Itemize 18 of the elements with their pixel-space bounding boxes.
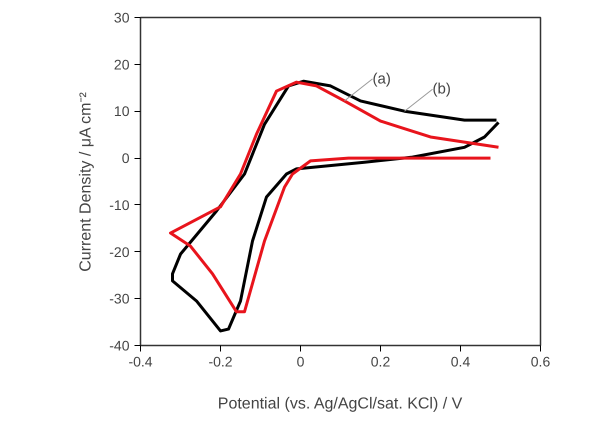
- y-tick-label: -30: [109, 290, 130, 307]
- x-tick-label: 0: [296, 354, 305, 370]
- annotation: (b): [432, 80, 451, 98]
- x-tick-label: 0.2: [370, 354, 390, 370]
- x-tick-label: -0.2: [208, 354, 233, 370]
- x-axis-title: Potential (vs. Ag/AgCl/sat. KCl) / V: [218, 396, 463, 412]
- y-tick-label: 30: [114, 10, 130, 26]
- y-tick-label: -40: [109, 338, 130, 354]
- x-tick-label: -0.4: [128, 354, 153, 370]
- y-tick-label: 10: [114, 103, 130, 120]
- y-tick-label: -20: [109, 244, 130, 260]
- y-tick-label: 0: [122, 150, 130, 166]
- annotation: (a): [372, 70, 391, 88]
- y-tick-label: -10: [109, 196, 130, 213]
- x-tick-label: 0.4: [450, 354, 470, 370]
- y-tick-label: 20: [114, 56, 130, 72]
- y-axis-title: Current Density / μA cm⁻²: [77, 91, 94, 272]
- x-tick-label: 0.6: [530, 354, 550, 370]
